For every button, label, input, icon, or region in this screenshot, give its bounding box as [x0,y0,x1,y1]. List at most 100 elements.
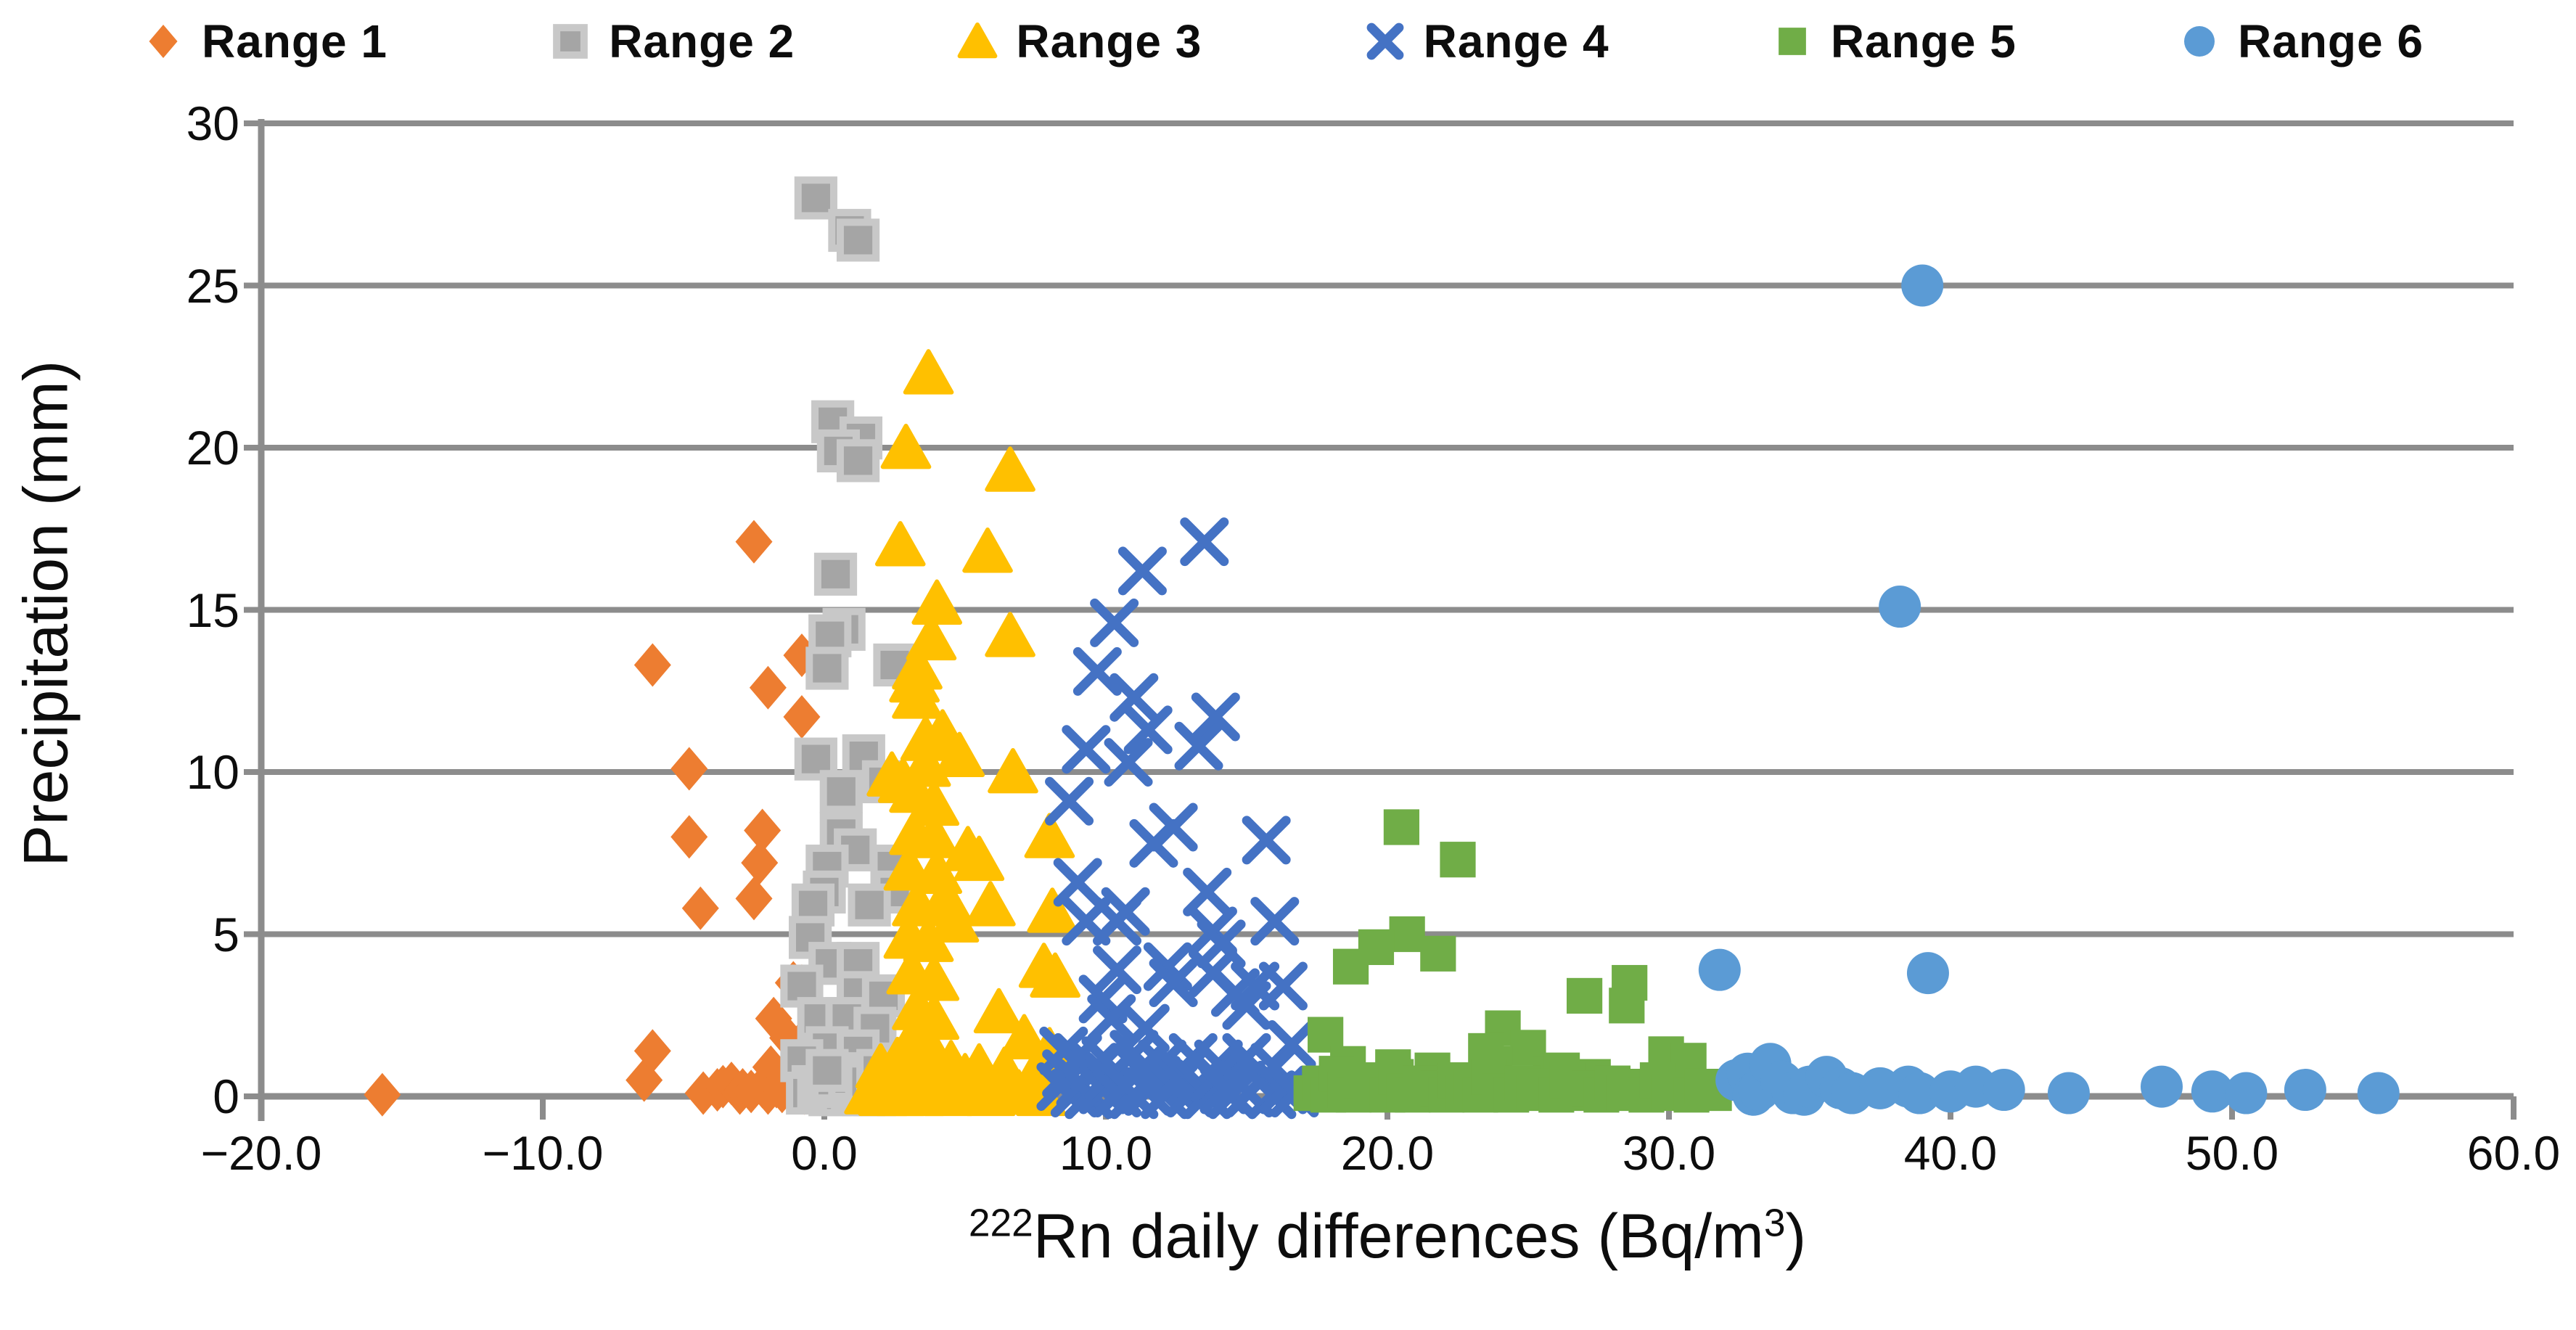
data-point-diamond [749,665,787,710]
data-point-diamond [670,815,708,859]
data-point-triangle [1027,887,1078,933]
green-square-marker-icon [1778,28,1806,55]
data-point-triangle [985,612,1035,657]
data-point-diamond [633,1029,671,1073]
x-tick-label: 20.0 [1340,1126,1435,1180]
data-point-square [848,883,891,927]
data-point-square [1420,935,1456,972]
square-marker-icon [553,24,588,59]
data-point-x [1366,22,1404,60]
data-point-circle [1879,586,1921,628]
x-tick-label: −20.0 [200,1126,322,1180]
legend-item-range1[interactable]: Range 1 [138,15,387,68]
data-point-x [1123,705,1173,755]
data-point-x [1197,919,1246,969]
triangle-marker-icon [958,22,998,59]
data-point-diamond [364,1072,401,1117]
series-range-4 [1036,517,1319,1120]
legend-item-range5[interactable]: Range 5 [1767,15,2017,68]
data-point-x [1191,692,1240,742]
data-point-diamond [633,643,671,687]
legend-item-range3[interactable]: Range 3 [952,15,1202,68]
data-point-square [836,218,880,262]
x-axis-title-text: Rn daily differences (Bq/m [1033,1202,1764,1271]
data-point-diamond [741,841,779,885]
legend-label: Range 5 [1830,15,2017,67]
data-point-circle [1982,1069,2025,1112]
data-point-x [1062,725,1111,774]
data-point-triangle [1030,952,1080,998]
axis-lines [258,119,2514,1121]
y-tick-label: 15 [186,583,239,637]
x-tick-label: 40.0 [1903,1126,1998,1180]
data-point-diamond [783,695,821,739]
y-tick-label: 20 [186,421,239,475]
data-point-x [1093,897,1142,946]
x-tick-label: 30.0 [1622,1126,1716,1180]
x-tick-label: 0.0 [791,1126,858,1180]
x-tick-label: −10.0 [482,1126,604,1180]
data-point-square [1332,948,1369,985]
data-point-square [1609,988,1645,1024]
series-range-3 [844,349,1080,1117]
data-point-x [1109,673,1159,722]
data-point-triangle [892,881,943,927]
data-point-x [1149,958,1198,1008]
data-point-x [1072,646,1122,696]
x-tick-label: 60.0 [2466,1126,2561,1180]
data-point-square [1383,809,1419,845]
y-tick-label: 10 [186,745,239,799]
legend-label: Range 6 [2238,15,2424,67]
data-point-x [1093,945,1142,995]
data-point-square [553,24,588,59]
y-tick-label: 5 [213,907,239,961]
data-points [364,176,2400,1120]
data-point-x [1183,867,1232,916]
data-point-square [794,176,837,220]
data-point-triangle [973,988,1025,1034]
legend-label: Range 1 [202,15,387,67]
data-point-x [1117,546,1167,596]
data-point-triangle [880,424,932,469]
data-point-square [836,439,880,483]
data-point-triangle [874,521,926,567]
data-point-x [1258,961,1308,1011]
data-point-circle [1898,1072,1941,1115]
data-point-x [1250,897,1300,946]
tick-marks [244,120,2516,1120]
diamond-marker-icon [149,25,178,58]
x-axis-title-superscript: 3 [1763,1202,1786,1245]
y-tick-label: 25 [186,258,239,313]
data-point-diamond [681,886,719,930]
legend-label: Range 2 [609,15,795,67]
data-point-circle [1906,952,1949,995]
legend-item-range6[interactable]: Range 6 [2174,15,2424,68]
x-axis-title: 222Rn daily differences (Bq/m3) [807,1201,1968,1273]
data-point-circle [2047,1072,2090,1115]
legend-item-range4[interactable]: Range 4 [1360,15,1609,68]
data-point-circle [2141,1065,2183,1108]
data-point-triangle [903,916,954,962]
data-point-triangle [934,731,985,778]
data-point-square [1778,28,1806,55]
data-point-circle [2284,1069,2326,1112]
y-tick-label: 0 [213,1070,239,1123]
data-point-triangle [985,446,1035,492]
x-tick-label: 50.0 [2185,1126,2279,1180]
data-point-circle [1901,264,1944,307]
data-point-square [805,1048,849,1092]
data-point-circle [2225,1072,2268,1115]
data-point-square [819,770,863,813]
data-point-circle [1698,948,1741,991]
data-point-x [1222,981,1271,1030]
data-point-triangle [965,881,1016,927]
data-point-triangle [911,579,962,625]
x-axis-title-text: ) [1785,1202,1807,1271]
data-point-triangle [953,835,1005,882]
legend-item-range2[interactable]: Range 2 [545,15,795,68]
series-range-5 [1293,809,1732,1113]
data-point-diamond [735,877,773,921]
data-point-square [1567,977,1603,1014]
